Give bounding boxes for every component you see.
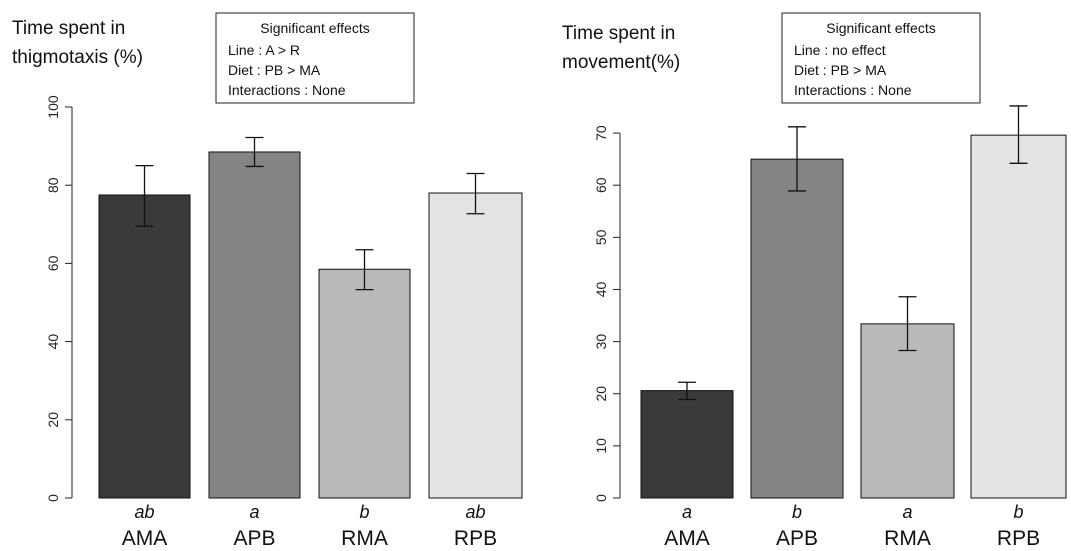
y-tick-label: 80 — [45, 177, 61, 193]
category-label-apb: APB — [233, 527, 275, 550]
significance-letter: a — [902, 502, 912, 522]
significance-letter: b — [792, 502, 802, 522]
significance-letter: b — [1013, 502, 1023, 522]
y-tick-label: 20 — [45, 412, 61, 428]
category-label-apb: APB — [776, 527, 818, 550]
y-tick-label: 60 — [593, 177, 609, 193]
y-tick-label: 70 — [593, 125, 609, 141]
category-label-rpb: RPB — [454, 527, 497, 550]
y-axis-label-line-1: Time spent in — [562, 23, 675, 44]
effect-interactions: Interactions : None — [228, 82, 346, 98]
y-tick-label: 20 — [593, 386, 609, 402]
significant-effects-title: Significant effects — [826, 20, 935, 36]
y-tick-label: 10 — [593, 438, 609, 454]
y-tick-label: 40 — [45, 334, 61, 350]
effect-line: Line : A > R — [228, 42, 300, 58]
movement-chart-panel: Time spent in movement(%) Significant ef… — [562, 13, 1066, 550]
y-axis-label-line-2: movement(%) — [562, 52, 680, 73]
bar-ama — [99, 195, 190, 498]
bar-apb — [751, 159, 843, 498]
category-label-rma: RMA — [341, 527, 388, 550]
significance-letter: b — [359, 502, 369, 522]
bar-rma — [319, 269, 410, 498]
y-tick-label: 40 — [593, 281, 609, 297]
category-label-rpb: RPB — [997, 527, 1040, 550]
bar-apb — [209, 152, 300, 498]
effect-interactions: Interactions : None — [794, 82, 912, 98]
significant-effects-title: Significant effects — [260, 20, 369, 36]
significant-effects-box: Significant effects Line : no effect Die… — [782, 13, 980, 103]
significant-effects-box: Significant effects Line : A > R Diet : … — [216, 13, 414, 103]
significance-letter: a — [682, 502, 692, 522]
significance-letter: ab — [134, 502, 154, 522]
category-label-ama: AMA — [122, 527, 168, 550]
effect-line: Line : no effect — [794, 42, 886, 58]
bar-ama — [641, 391, 733, 498]
y-axis-label-line-2: thigmotaxis (%) — [12, 47, 143, 68]
y-tick-label: 0 — [593, 494, 609, 502]
bar-rpb — [429, 193, 522, 498]
bar-rpb — [971, 135, 1066, 498]
y-axis-label-line-1: Time spent in — [12, 18, 125, 39]
category-label-ama: AMA — [664, 527, 710, 550]
y-tick-label: 0 — [45, 494, 61, 502]
y-tick-label: 30 — [593, 334, 609, 350]
significance-letter: ab — [465, 502, 485, 522]
category-label-rma: RMA — [884, 527, 931, 550]
y-tick-label: 50 — [593, 229, 609, 245]
effect-diet: Diet : PB > MA — [794, 62, 887, 78]
y-tick-label: 60 — [45, 255, 61, 271]
thigmotaxis-chart-panel: Time spent in thigmotaxis (%) Significan… — [12, 13, 522, 550]
y-tick-label: 100 — [45, 95, 61, 119]
effect-diet: Diet : PB > MA — [228, 62, 321, 78]
significance-letter: a — [249, 502, 259, 522]
